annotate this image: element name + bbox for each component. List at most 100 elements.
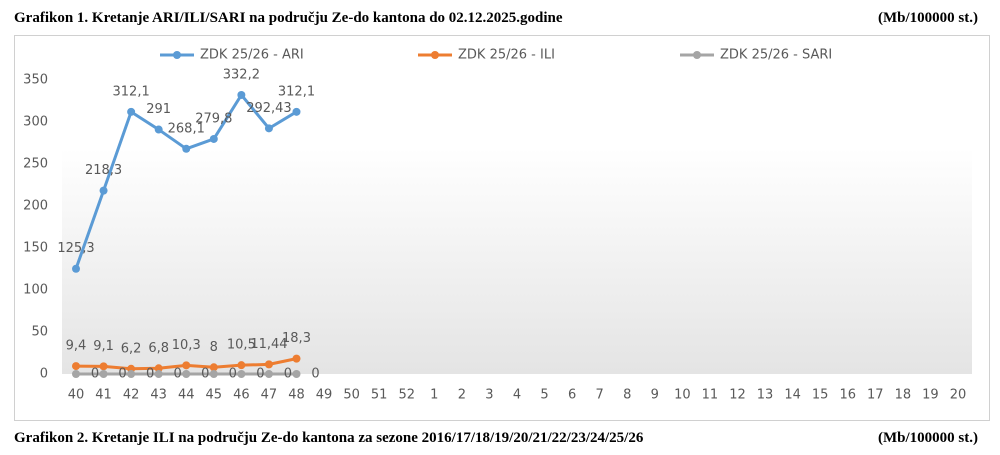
data-label: 291 — [146, 102, 171, 117]
data-point — [237, 370, 246, 378]
x-tick-label: 44 — [178, 388, 195, 403]
y-tick-label: 100 — [23, 283, 48, 298]
x-tick-label: 6 — [568, 388, 576, 403]
data-label: 312,1 — [113, 84, 150, 99]
x-tick-label: 5 — [540, 388, 548, 403]
data-point — [264, 124, 273, 133]
x-tick-label: 47 — [261, 388, 278, 403]
y-tick-label: 250 — [23, 157, 48, 172]
data-point — [154, 364, 163, 373]
data-point — [72, 370, 80, 378]
data-point — [127, 107, 136, 116]
data-label: 0 — [118, 367, 126, 382]
data-label: 10,5 — [227, 338, 256, 353]
data-label: 0 — [146, 367, 154, 382]
x-tick-label: 17 — [867, 388, 884, 403]
x-tick-label: 10 — [674, 388, 691, 403]
data-label: 292,43 — [246, 101, 292, 116]
y-tick-label: 50 — [31, 325, 48, 340]
legend-label: ZDK 25/26 - ARI — [200, 48, 304, 63]
data-point — [99, 362, 108, 371]
y-tick-label: 350 — [23, 73, 48, 88]
data-label: 18,3 — [282, 331, 311, 346]
y-tick-label: 300 — [23, 115, 48, 130]
chart-heading: Grafikon 1. Kretanje ARI/ILI/SARI na pod… — [14, 10, 563, 26]
x-tick-label: 50 — [343, 388, 360, 403]
legend-label: ZDK 25/26 - ILI — [458, 48, 555, 63]
data-label: 332,2 — [223, 67, 260, 82]
data-label: 279,8 — [195, 111, 232, 126]
data-label: 0 — [174, 367, 182, 382]
x-tick-label: 40 — [68, 388, 85, 403]
x-tick-label: 16 — [839, 388, 856, 403]
data-point — [209, 363, 218, 372]
x-tick-label: 11 — [702, 388, 719, 403]
data-point — [154, 125, 163, 134]
data-label: 6,8 — [148, 341, 169, 356]
next-heading: Grafikon 2. Kretanje ILI na području Ze-… — [14, 430, 644, 446]
data-point — [127, 370, 136, 378]
x-tick-label: 42 — [123, 388, 140, 403]
data-point — [292, 354, 301, 363]
data-label: 0 — [201, 367, 209, 382]
data-point — [99, 370, 108, 378]
unit-label: (Mb/100000 st.) — [878, 430, 978, 446]
legend-label: ZDK 25/26 - SARI — [720, 48, 832, 63]
y-tick-label: 0 — [40, 367, 48, 382]
x-tick-label: 46 — [233, 388, 250, 403]
data-label: 10,3 — [172, 338, 201, 353]
data-point — [209, 370, 218, 378]
data-label: 9,4 — [66, 339, 87, 354]
data-point — [182, 144, 191, 153]
legend-marker — [431, 51, 439, 59]
chart-border — [14, 35, 990, 421]
data-label: 9,1 — [93, 339, 114, 354]
data-label: 312,1 — [278, 84, 315, 99]
data-point — [292, 107, 301, 116]
x-tick-label: 8 — [623, 388, 631, 403]
x-tick-label: 12 — [729, 388, 746, 403]
legend-marker — [173, 51, 181, 59]
x-tick-label: 41 — [95, 388, 112, 403]
x-tick-label: 9 — [651, 388, 659, 403]
data-point — [264, 360, 273, 369]
x-tick-label: 3 — [485, 388, 493, 403]
data-point — [154, 370, 163, 378]
x-tick-label: 4 — [513, 388, 521, 403]
x-tick-label: 52 — [398, 388, 415, 403]
x-tick-label: 19 — [922, 388, 939, 403]
y-tick-label: 200 — [23, 199, 48, 214]
x-tick-label: 20 — [950, 388, 967, 403]
unit-label: (Mb/100000 st.) — [878, 10, 978, 26]
x-tick-label: 43 — [150, 388, 167, 403]
y-tick-label: 150 — [23, 241, 48, 256]
data-point — [182, 370, 191, 378]
data-point — [182, 361, 191, 370]
data-label: 11,44 — [250, 337, 287, 352]
data-point — [72, 362, 80, 371]
data-label: 218,3 — [85, 163, 122, 178]
data-point — [264, 370, 273, 378]
data-label: 0 — [284, 367, 292, 382]
x-tick-label: 45 — [206, 388, 223, 403]
x-tick-label: 13 — [757, 388, 774, 403]
data-point — [292, 370, 301, 378]
data-label: 0 — [256, 367, 264, 382]
x-tick-label: 51 — [371, 388, 388, 403]
data-label: 268,1 — [168, 121, 205, 136]
x-tick-label: 18 — [895, 388, 912, 403]
x-tick-label: 15 — [812, 388, 829, 403]
data-label: 125,3 — [57, 241, 94, 256]
data-point — [72, 264, 80, 273]
data-label: 0 — [91, 367, 99, 382]
x-tick-label: 48 — [288, 388, 305, 403]
x-tick-label: 1 — [430, 388, 438, 403]
data-label: 8 — [210, 340, 218, 355]
x-tick-label: 14 — [784, 388, 801, 403]
plot-background — [62, 148, 972, 374]
data-point — [237, 361, 246, 370]
x-tick-label: 49 — [316, 388, 333, 403]
data-point — [209, 134, 218, 143]
